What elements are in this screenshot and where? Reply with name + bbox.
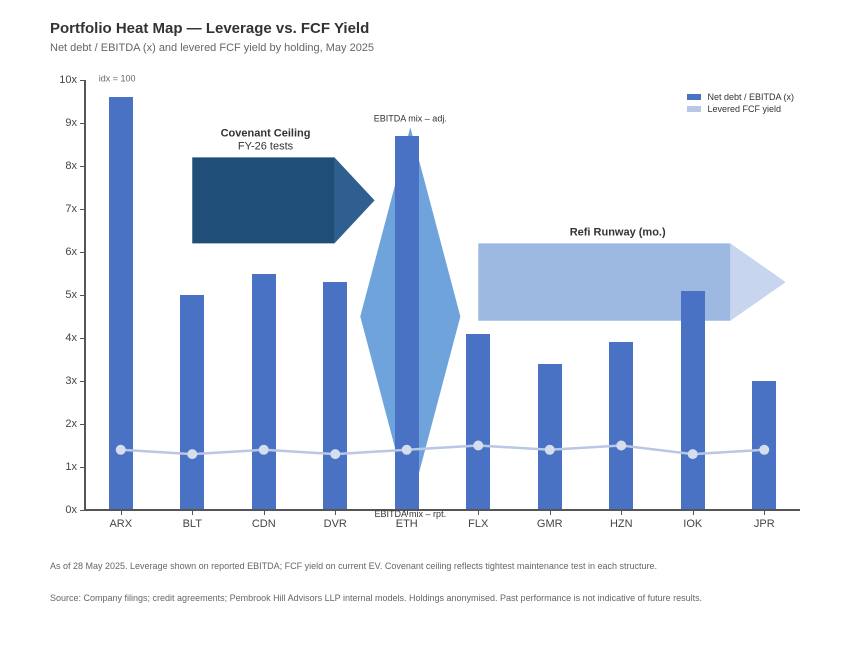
- index-note: idx = 100: [99, 74, 136, 84]
- legend-label: Net debt / EBITDA (x): [707, 92, 794, 102]
- y-tick-mark: [80, 381, 85, 382]
- fcf-marker: [116, 445, 126, 455]
- legend-swatch: [687, 94, 701, 100]
- footnote-2: Source: Company filings; credit agreemen…: [50, 592, 702, 604]
- fcf-marker: [545, 445, 555, 455]
- y-tick-mark: [80, 338, 85, 339]
- x-tick-label: ARX: [109, 518, 132, 530]
- y-tick-label: 6x: [65, 246, 77, 258]
- x-tick-label: FLX: [468, 518, 488, 530]
- fcf-marker: [616, 441, 626, 451]
- line-layer: [85, 80, 800, 510]
- legend: Net debt / EBITDA (x) Levered FCF yield: [687, 92, 794, 116]
- y-tick-label: 9x: [65, 117, 77, 129]
- y-tick-mark: [80, 80, 85, 81]
- x-tick-mark: [621, 510, 622, 515]
- x-tick-label: HZN: [610, 518, 633, 530]
- y-tick-mark: [80, 209, 85, 210]
- mix-label-bottom: EBITDA mix – rpt.: [375, 509, 447, 519]
- y-tick-label: 1x: [65, 461, 77, 473]
- mix-label-top: EBITDA mix – adj.: [374, 114, 447, 124]
- y-tick-label: 7x: [65, 203, 77, 215]
- x-tick-mark: [264, 510, 265, 515]
- y-tick-mark: [80, 252, 85, 253]
- x-tick-mark: [192, 510, 193, 515]
- fcf-marker: [259, 445, 269, 455]
- chart-container: Portfolio Heat Map — Leverage vs. FCF Yi…: [0, 0, 850, 652]
- fcf-marker: [402, 445, 412, 455]
- y-tick-label: 8x: [65, 160, 77, 172]
- y-tick-mark: [80, 123, 85, 124]
- x-tick-label: BLT: [183, 518, 202, 530]
- x-tick-label: ETH: [396, 518, 418, 530]
- legend-item: Levered FCF yield: [687, 104, 794, 114]
- x-tick-label: IOK: [683, 518, 702, 530]
- y-tick-mark: [80, 166, 85, 167]
- x-tick-label: JPR: [754, 518, 775, 530]
- chart-subtitle: Net debt / EBITDA (x) and levered FCF yi…: [50, 42, 374, 54]
- legend-swatch: [687, 106, 701, 112]
- legend-item: Net debt / EBITDA (x): [687, 92, 794, 102]
- y-tick-mark: [80, 295, 85, 296]
- x-tick-mark: [478, 510, 479, 515]
- y-tick-mark: [80, 467, 85, 468]
- plot-area: 0x1x2x3x4x5x6x7x8x9x10x ARXBLTCDNDVRETHF…: [85, 80, 800, 510]
- x-tick-mark: [550, 510, 551, 515]
- y-tick-mark: [80, 510, 85, 511]
- fcf-marker: [187, 449, 197, 459]
- chart-title: Portfolio Heat Map — Leverage vs. FCF Yi…: [50, 20, 369, 37]
- x-tick-mark: [335, 510, 336, 515]
- y-tick-label: 0x: [65, 504, 77, 516]
- covenant-label: Covenant CeilingFY-26 tests: [221, 128, 311, 153]
- fcf-marker: [688, 449, 698, 459]
- y-tick-label: 3x: [65, 375, 77, 387]
- x-tick-mark: [693, 510, 694, 515]
- fcf-marker: [330, 449, 340, 459]
- y-tick-label: 10x: [59, 74, 77, 86]
- x-tick-mark: [764, 510, 765, 515]
- x-tick-label: GMR: [537, 518, 563, 530]
- y-tick-mark: [80, 424, 85, 425]
- x-tick-mark: [121, 510, 122, 515]
- fcf-marker: [473, 441, 483, 451]
- y-tick-label: 2x: [65, 418, 77, 430]
- fcf-marker: [759, 445, 769, 455]
- footnote-1: As of 28 May 2025. Leverage shown on rep…: [50, 560, 657, 572]
- fcf-line: [121, 446, 765, 455]
- x-tick-label: CDN: [252, 518, 276, 530]
- y-tick-label: 5x: [65, 289, 77, 301]
- refi-label: Refi Runway (mo.): [570, 227, 666, 240]
- y-tick-label: 4x: [65, 332, 77, 344]
- legend-label: Levered FCF yield: [707, 104, 781, 114]
- x-tick-label: DVR: [324, 518, 347, 530]
